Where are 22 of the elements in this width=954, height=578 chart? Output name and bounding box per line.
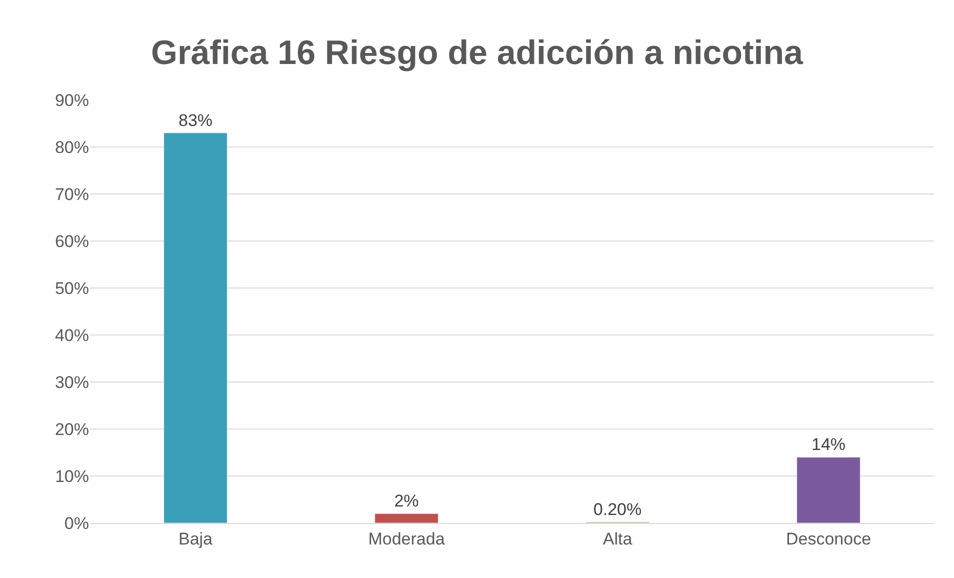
data-label: 0.20% [593,500,642,520]
y-tick-label: 30% [54,372,89,392]
bar [796,456,860,523]
y-tick-label: 80% [54,138,89,157]
bar [374,513,438,523]
x-tick-label: Baja [178,529,214,548]
x-tick-label: Desconoce [786,529,872,548]
y-tick-label: 70% [54,184,89,204]
y-tick-label: 10% [54,466,89,486]
y-tick-label: 50% [54,278,89,298]
bar [164,132,228,523]
chart-title: Gráfica 16 Riesgo de adicción a nicotina [151,34,804,72]
x-tick-label: Alta [602,529,633,548]
y-tick-label: 40% [54,326,89,345]
y-tick-label: 0% [64,514,89,533]
y-tick-label: 90% [54,90,89,110]
data-label: 14% [811,435,846,454]
data-label: 2% [394,492,419,511]
data-label: 83% [178,110,213,130]
y-tick-label: 20% [54,420,89,439]
y-tick-label: 60% [54,232,89,251]
x-tick-label: Moderada [368,529,446,548]
